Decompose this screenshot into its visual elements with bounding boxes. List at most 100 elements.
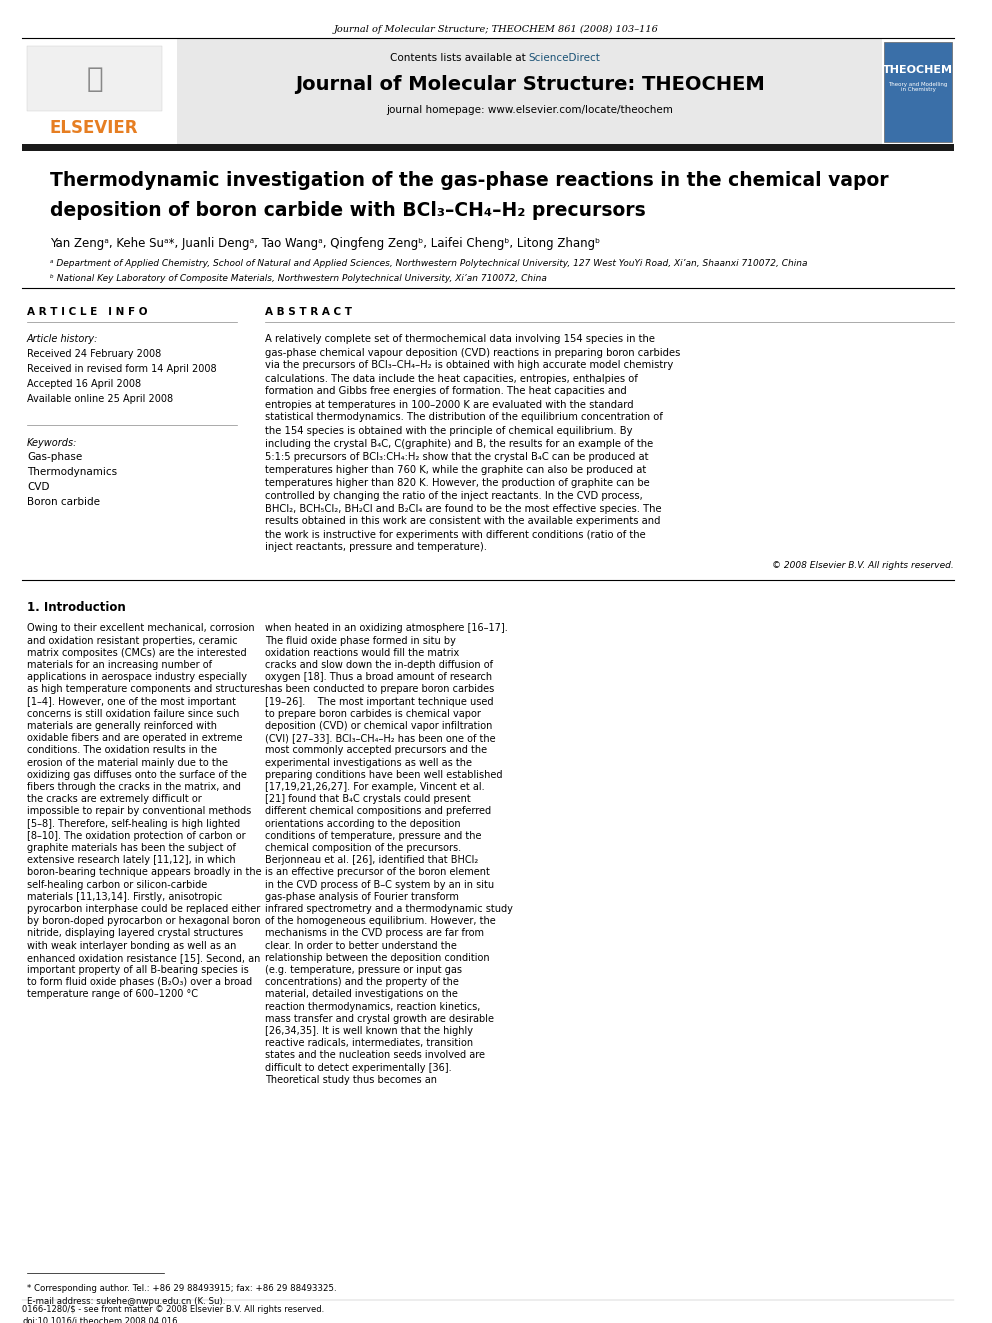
Text: to form fluid oxide phases (B₂O₃) over a broad: to form fluid oxide phases (B₂O₃) over a… xyxy=(27,978,252,987)
Text: reaction thermodynamics, reaction kinetics,: reaction thermodynamics, reaction kineti… xyxy=(265,1002,480,1012)
Text: formation and Gibbs free energies of formation. The heat capacities and: formation and Gibbs free energies of for… xyxy=(265,386,627,397)
Text: the cracks are extremely difficult or: the cracks are extremely difficult or xyxy=(27,794,201,804)
Text: oxidable fibers and are operated in extreme: oxidable fibers and are operated in extr… xyxy=(27,733,242,744)
Text: [26,34,35]. It is well known that the highly: [26,34,35]. It is well known that the hi… xyxy=(265,1027,473,1036)
Text: [8–10]. The oxidation protection of carbon or: [8–10]. The oxidation protection of carb… xyxy=(27,831,246,841)
Text: E-mail address: sukehe@nwpu.edu.cn (K. Su).: E-mail address: sukehe@nwpu.edu.cn (K. S… xyxy=(27,1297,225,1306)
Text: fibers through the cracks in the matrix, and: fibers through the cracks in the matrix,… xyxy=(27,782,241,792)
Text: temperature range of 600–1200 °C: temperature range of 600–1200 °C xyxy=(27,990,198,999)
Text: inject reactants, pressure and temperature).: inject reactants, pressure and temperatu… xyxy=(265,542,487,553)
Text: temperatures higher than 760 K, while the graphite can also be produced at: temperatures higher than 760 K, while th… xyxy=(265,464,646,475)
Text: [1–4]. However, one of the most important: [1–4]. However, one of the most importan… xyxy=(27,697,236,706)
Text: infrared spectrometry and a thermodynamic study: infrared spectrometry and a thermodynami… xyxy=(265,904,513,914)
Text: with weak interlayer bonding as well as an: with weak interlayer bonding as well as … xyxy=(27,941,236,951)
Text: mechanisms in the CVD process are far from: mechanisms in the CVD process are far fr… xyxy=(265,929,484,938)
Text: ⬛: ⬛ xyxy=(86,65,103,93)
Text: A B S T R A C T: A B S T R A C T xyxy=(265,307,352,318)
Text: Keywords:: Keywords: xyxy=(27,438,77,447)
Text: oxidizing gas diffuses onto the surface of the: oxidizing gas diffuses onto the surface … xyxy=(27,770,247,779)
Text: has been conducted to prepare boron carbides: has been conducted to prepare boron carb… xyxy=(265,684,494,695)
Text: deposition of boron carbide with BCl₃–CH₄–H₂ precursors: deposition of boron carbide with BCl₃–CH… xyxy=(50,201,646,220)
Text: (e.g. temperature, pressure or input gas: (e.g. temperature, pressure or input gas xyxy=(265,964,462,975)
Text: applications in aerospace industry especially: applications in aerospace industry espec… xyxy=(27,672,247,683)
Text: conditions. The oxidation results in the: conditions. The oxidation results in the xyxy=(27,745,217,755)
Text: ᵇ National Key Laboratory of Composite Materials, Northwestern Polytechnical Uni: ᵇ National Key Laboratory of Composite M… xyxy=(50,274,547,283)
Text: Journal of Molecular Structure; THEOCHEM 861 (2008) 103–116: Journal of Molecular Structure; THEOCHEM… xyxy=(333,25,659,34)
Text: boron-bearing technique appears broadly in the: boron-bearing technique appears broadly … xyxy=(27,868,262,877)
Text: chemical composition of the precursors.: chemical composition of the precursors. xyxy=(265,843,461,853)
Text: Owing to their excellent mechanical, corrosion: Owing to their excellent mechanical, cor… xyxy=(27,623,255,634)
Text: Gas-phase: Gas-phase xyxy=(27,452,82,462)
Text: difficult to detect experimentally [36].: difficult to detect experimentally [36]. xyxy=(265,1062,451,1073)
Bar xyxy=(884,42,952,142)
Text: preparing conditions have been well established: preparing conditions have been well esta… xyxy=(265,770,503,779)
Text: results obtained in this work are consistent with the available experiments and: results obtained in this work are consis… xyxy=(265,516,661,527)
Text: [5–8]. Therefore, self-healing is high lighted: [5–8]. Therefore, self-healing is high l… xyxy=(27,819,240,828)
Text: CVD: CVD xyxy=(27,482,50,492)
Text: most commonly accepted precursors and the: most commonly accepted precursors and th… xyxy=(265,745,487,755)
Bar xyxy=(27,46,162,111)
Text: important property of all B-bearing species is: important property of all B-bearing spec… xyxy=(27,964,249,975)
Text: (CVI) [27–33]. BCl₃–CH₄–H₂ has been one of the: (CVI) [27–33]. BCl₃–CH₄–H₂ has been one … xyxy=(265,733,496,744)
Text: mass transfer and crystal growth are desirable: mass transfer and crystal growth are des… xyxy=(265,1013,494,1024)
Text: Berjonneau et al. [26], identified that BHCl₂: Berjonneau et al. [26], identified that … xyxy=(265,855,478,865)
Text: of the homogeneous equilibrium. However, the: of the homogeneous equilibrium. However,… xyxy=(265,917,496,926)
Text: to prepare boron carbides is chemical vapor: to prepare boron carbides is chemical va… xyxy=(265,709,481,718)
Text: the work is instructive for experiments with different conditions (ratio of the: the work is instructive for experiments … xyxy=(265,529,646,540)
Text: orientations according to the deposition: orientations according to the deposition xyxy=(265,819,460,828)
Text: doi:10.1016/j.theochem.2008.04.016: doi:10.1016/j.theochem.2008.04.016 xyxy=(22,1316,178,1323)
Text: extensive research lately [11,12], in which: extensive research lately [11,12], in wh… xyxy=(27,855,236,865)
Text: Available online 25 April 2008: Available online 25 April 2008 xyxy=(27,394,174,404)
Text: calculations. The data include the heat capacities, entropies, enthalpies of: calculations. The data include the heat … xyxy=(265,373,638,384)
Bar xyxy=(177,38,882,146)
Text: by boron-doped pyrocarbon or hexagonal boron: by boron-doped pyrocarbon or hexagonal b… xyxy=(27,917,261,926)
Text: self-healing carbon or silicon-carbide: self-healing carbon or silicon-carbide xyxy=(27,880,207,889)
Text: oxidation reactions would fill the matrix: oxidation reactions would fill the matri… xyxy=(265,648,459,658)
Text: © 2008 Elsevier B.V. All rights reserved.: © 2008 Elsevier B.V. All rights reserved… xyxy=(772,561,954,570)
Text: 5:1:5 precursors of BCl₃:CH₄:H₂ show that the crystal B₄C can be produced at: 5:1:5 precursors of BCl₃:CH₄:H₂ show tha… xyxy=(265,451,649,462)
Text: BHCl₂, BCH₅Cl₂, BH₂Cl and B₂Cl₄ are found to be the most effective species. The: BHCl₂, BCH₅Cl₂, BH₂Cl and B₂Cl₄ are foun… xyxy=(265,504,662,513)
Text: nitride, displaying layered crystal structures: nitride, displaying layered crystal stru… xyxy=(27,929,243,938)
Text: Theory and Modelling
in Chemistry: Theory and Modelling in Chemistry xyxy=(888,82,947,93)
Text: when heated in an oxidizing atmosphere [16–17].: when heated in an oxidizing atmosphere [… xyxy=(265,623,508,634)
Text: Contents lists available at: Contents lists available at xyxy=(390,53,529,64)
Text: Article history:: Article history: xyxy=(27,335,98,344)
Text: via the precursors of BCl₃–CH₄–H₂ is obtained with high accurate model chemistry: via the precursors of BCl₃–CH₄–H₂ is obt… xyxy=(265,360,674,370)
Text: gas-phase chemical vapour deposition (CVD) reactions in preparing boron carbides: gas-phase chemical vapour deposition (CV… xyxy=(265,348,681,357)
Text: 1. Introduction: 1. Introduction xyxy=(27,602,126,614)
Text: impossible to repair by conventional methods: impossible to repair by conventional met… xyxy=(27,807,251,816)
Text: Yan Zengᵃ, Kehe Suᵃ*, Juanli Dengᵃ, Tao Wangᵃ, Qingfeng Zengᵇ, Laifei Chengᵇ, Li: Yan Zengᵃ, Kehe Suᵃ*, Juanli Dengᵃ, Tao … xyxy=(50,237,600,250)
Text: the 154 species is obtained with the principle of chemical equilibrium. By: the 154 species is obtained with the pri… xyxy=(265,426,633,435)
Text: oxygen [18]. Thus a broad amount of research: oxygen [18]. Thus a broad amount of rese… xyxy=(265,672,492,683)
Text: A R T I C L E   I N F O: A R T I C L E I N F O xyxy=(27,307,148,318)
Text: concerns is still oxidation failure since such: concerns is still oxidation failure sinc… xyxy=(27,709,239,718)
Text: temperatures higher than 820 K. However, the production of graphite can be: temperatures higher than 820 K. However,… xyxy=(265,478,650,487)
Text: Boron carbide: Boron carbide xyxy=(27,496,100,507)
Text: relationship between the deposition condition: relationship between the deposition cond… xyxy=(265,953,490,963)
Text: pyrocarbon interphase could be replaced either: pyrocarbon interphase could be replaced … xyxy=(27,904,260,914)
Text: materials for an increasing number of: materials for an increasing number of xyxy=(27,660,212,671)
Text: Thermodynamics: Thermodynamics xyxy=(27,467,117,478)
Text: concentrations) and the property of the: concentrations) and the property of the xyxy=(265,978,459,987)
Text: The fluid oxide phase formed in situ by: The fluid oxide phase formed in situ by xyxy=(265,635,456,646)
Text: Received in revised form 14 April 2008: Received in revised form 14 April 2008 xyxy=(27,364,216,374)
Text: ᵃ Department of Applied Chemistry, School of Natural and Applied Sciences, North: ᵃ Department of Applied Chemistry, Schoo… xyxy=(50,259,807,269)
Text: as high temperature components and structures: as high temperature components and struc… xyxy=(27,684,265,695)
Text: A relatively complete set of thermochemical data involving 154 species in the: A relatively complete set of thermochemi… xyxy=(265,335,655,344)
Text: journal homepage: www.elsevier.com/locate/theochem: journal homepage: www.elsevier.com/locat… xyxy=(386,105,673,115)
Text: materials are generally reinforced with: materials are generally reinforced with xyxy=(27,721,217,732)
Text: [19–26].    The most important technique used: [19–26]. The most important technique us… xyxy=(265,697,493,706)
Text: Accepted 16 April 2008: Accepted 16 April 2008 xyxy=(27,378,141,389)
Bar xyxy=(22,38,177,146)
Text: matrix composites (CMCs) are the interested: matrix composites (CMCs) are the interes… xyxy=(27,648,247,658)
Text: Theoretical study thus becomes an: Theoretical study thus becomes an xyxy=(265,1074,437,1085)
Text: in the CVD process of B–C system by an in situ: in the CVD process of B–C system by an i… xyxy=(265,880,494,889)
Text: is an effective precursor of the boron element: is an effective precursor of the boron e… xyxy=(265,868,490,877)
Text: including the crystal B₄C, C(graphite) and B, the results for an example of the: including the crystal B₄C, C(graphite) a… xyxy=(265,438,654,448)
Text: experimental investigations as well as the: experimental investigations as well as t… xyxy=(265,758,472,767)
Text: and oxidation resistant properties, ceramic: and oxidation resistant properties, cera… xyxy=(27,635,238,646)
Text: erosion of the material mainly due to the: erosion of the material mainly due to th… xyxy=(27,758,228,767)
Text: ELSEVIER: ELSEVIER xyxy=(50,119,138,138)
Text: Journal of Molecular Structure: THEOCHEM: Journal of Molecular Structure: THEOCHEM xyxy=(295,75,765,94)
Text: * Corresponding author. Tel.: +86 29 88493915; fax: +86 29 88493325.: * Corresponding author. Tel.: +86 29 884… xyxy=(27,1285,336,1293)
